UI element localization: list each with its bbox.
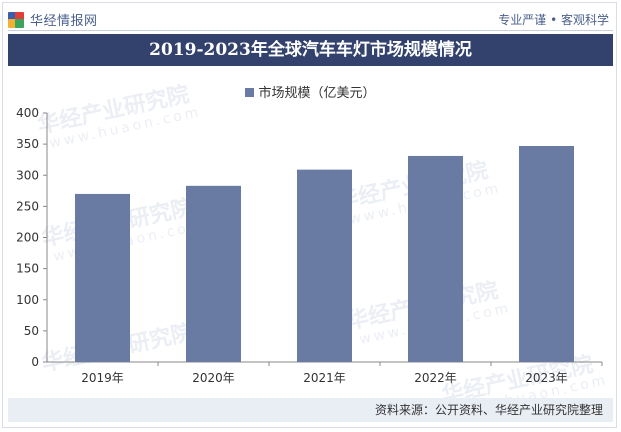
x-tick-label: 2023年 (525, 371, 568, 385)
footer: 资料来源：公开资料、华经产业研究院整理 (8, 398, 613, 422)
chart-title: 2019-2023年全球汽车车灯市场规模情况 (8, 34, 613, 66)
bar (408, 155, 463, 362)
legend-label: 市场规模（亿美元） (258, 86, 376, 101)
y-tick-label: 300 (16, 168, 39, 182)
chart-legend: 市场规模（亿美元） (0, 82, 621, 101)
y-tick-label: 400 (16, 106, 39, 120)
chart-frame (2, 2, 617, 428)
slogan: 专业严谨 • 客观科学 (498, 13, 609, 27)
header-divider (8, 30, 613, 31)
x-tick-label: 2020年 (192, 371, 235, 385)
header-bar: 华经情报网 专业严谨 • 客观科学 (8, 8, 613, 32)
y-tick-label: 150 (16, 262, 39, 276)
x-tick-label: 2022年 (414, 371, 457, 385)
y-tick-label: 200 (16, 231, 39, 245)
y-tick-label: 350 (16, 137, 39, 151)
x-tick-label: 2021年 (303, 371, 346, 385)
y-tick-label: 0 (31, 355, 39, 369)
bar (186, 185, 241, 362)
legend-swatch (245, 88, 255, 97)
bar (519, 145, 574, 362)
y-tick-label: 50 (24, 324, 39, 338)
y-tick-label: 250 (16, 199, 39, 213)
bar (75, 193, 130, 362)
bar (297, 169, 352, 362)
brand-logo-icon (8, 11, 24, 28)
x-tick-label: 2019年 (81, 371, 124, 385)
brand-name: 华经情报网 (30, 14, 98, 29)
source-note: 资料来源：公开资料、华经产业研究院整理 (374, 403, 603, 417)
brand[interactable]: 华经情报网 (8, 10, 98, 29)
y-tick-label: 100 (16, 293, 39, 307)
